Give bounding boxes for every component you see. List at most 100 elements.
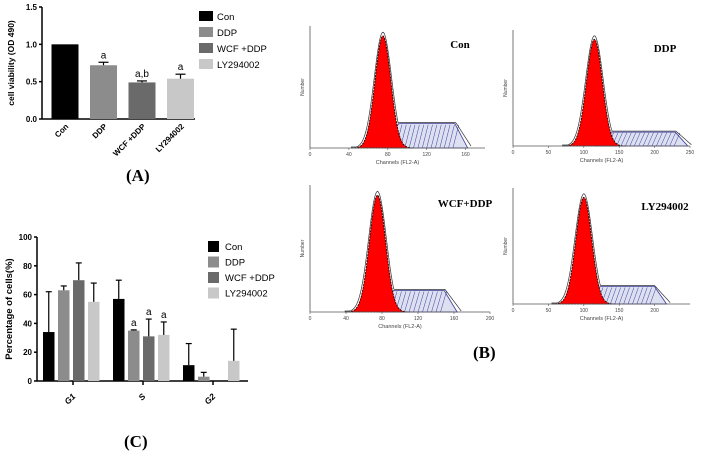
hatch-line — [426, 124, 433, 149]
bar-DDP — [90, 65, 117, 119]
hatch-line — [638, 132, 645, 147]
hatch-line — [614, 287, 621, 305]
fit-curve — [351, 31, 472, 148]
hatch-line — [440, 291, 447, 313]
hatch-line — [632, 287, 639, 305]
x-tick-label: 250 — [686, 150, 695, 156]
x-axis-label: Channels (FL2-A) — [376, 160, 420, 166]
x-tick-label: 100 — [580, 308, 589, 314]
y-axis-label: Percentage of cells(%) — [4, 258, 15, 359]
histogram-WCF+DDP: 0 40 80 120 160 200 Channels (FL2-A) Number WCF+… — [300, 190, 495, 330]
hatch-line — [408, 291, 416, 313]
x-tick-label: 120 — [414, 316, 423, 322]
histogram-title: WCF+DDP — [438, 198, 493, 210]
x-tick-label: 150 — [615, 308, 624, 314]
hatch-line — [634, 132, 641, 147]
hatch-line — [452, 124, 459, 149]
x-axis-label: Channels (FL2-A) — [580, 158, 624, 164]
bar-DDP-S — [128, 330, 140, 381]
bar-LY294002-G1 — [88, 301, 100, 381]
significance-label: a,b — [135, 69, 149, 80]
y-axis-label: Number — [503, 237, 509, 255]
significance-label: a — [101, 50, 107, 61]
hatch-line — [435, 291, 443, 313]
x-tick-label: 120 — [422, 152, 431, 158]
legend-label: Con — [225, 242, 242, 253]
hatch-line — [422, 291, 429, 313]
fit-curve — [562, 35, 692, 146]
histogram-title: Con — [450, 39, 470, 51]
panel-label-c: (C) — [124, 432, 148, 451]
hatch-line — [404, 291, 411, 313]
x-tick-label: 200 — [650, 150, 659, 156]
y-tick-label: 0.5 — [26, 78, 38, 87]
g1-peak — [344, 194, 410, 313]
x-tick-label: 50 — [546, 150, 552, 156]
histogram-DDP: 0 50 100 150 200 250 Channels (FL2-A) Number DDP — [503, 35, 695, 164]
hatch-line — [448, 124, 455, 149]
hatch-line — [610, 287, 617, 305]
bar-LY294002-G2 — [228, 360, 240, 381]
hatch-line — [649, 287, 657, 305]
hatch-line — [408, 124, 416, 149]
x-tick-label: 160 — [461, 152, 470, 158]
bar-WCF +DDP-G1 — [73, 280, 85, 381]
hatch-line — [627, 287, 635, 305]
bar-Con — [51, 44, 79, 120]
legend-label: DDP — [225, 258, 245, 269]
x-tick-label: DDP — [91, 122, 110, 141]
g1-peak — [562, 38, 627, 147]
hatch-line — [431, 291, 438, 313]
histogram-title: DDP — [654, 43, 677, 55]
hatch-line — [618, 287, 626, 305]
x-tick-label: 200 — [486, 316, 495, 322]
legend-swatch — [208, 256, 219, 268]
x-tick-label: 0 — [309, 316, 312, 322]
panel-label-a: (A) — [126, 166, 150, 185]
bar-Con-G2 — [183, 365, 195, 381]
y-axis-label: Number — [503, 79, 509, 97]
x-tick-label: 160 — [450, 316, 459, 322]
hatch-line — [636, 287, 644, 305]
histogram-LY294002: 0 50 100 150 200 Channels (FL2-A) Number LY2940… — [503, 193, 689, 322]
y-tick-label: 40 — [23, 319, 32, 328]
x-tick-label: G1 — [62, 391, 77, 406]
hatch-line — [435, 124, 442, 149]
histogram-Con: 0 40 80 120 160 Channels (FL2-A) Number Con — [300, 31, 472, 166]
g1-peak — [551, 196, 616, 305]
hatch-line — [413, 291, 420, 313]
hatch-line — [620, 132, 628, 147]
x-tick-label: S — [136, 391, 147, 402]
hatch-line — [623, 287, 630, 305]
y-axis-label: Number — [300, 239, 306, 257]
legend-label: LY294002 — [217, 60, 260, 71]
bar-WCF +DDP — [128, 82, 156, 119]
x-tick-label: 0 — [309, 152, 312, 158]
x-tick-label: 80 — [379, 316, 385, 322]
y-tick-label: 80 — [23, 262, 32, 271]
g1-peak — [351, 35, 414, 149]
hatch-line — [669, 132, 676, 147]
x-tick-label: WCF +DDP — [111, 122, 148, 159]
hatch-line — [656, 132, 663, 147]
x-tick-label: 80 — [385, 152, 391, 158]
bar-DDP-G1 — [58, 290, 70, 381]
hatch-line — [629, 132, 636, 147]
hatch-line — [616, 132, 623, 147]
bar-WCF +DDP-S — [143, 336, 155, 381]
legend-swatch — [208, 272, 219, 283]
y-tick-label: 0.0 — [26, 115, 38, 124]
fit-curve — [344, 190, 462, 312]
hatch-line — [417, 291, 425, 313]
significance-label: a — [131, 318, 137, 329]
fit-curve — [551, 193, 671, 304]
significance-label: a — [178, 62, 184, 73]
legend-swatch — [208, 287, 219, 299]
bar-Con-G1 — [43, 332, 55, 381]
legend-swatch — [199, 59, 213, 69]
x-tick-label: 100 — [580, 150, 589, 156]
legend-swatch — [199, 43, 213, 53]
bar-DDP-G2 — [198, 376, 210, 381]
